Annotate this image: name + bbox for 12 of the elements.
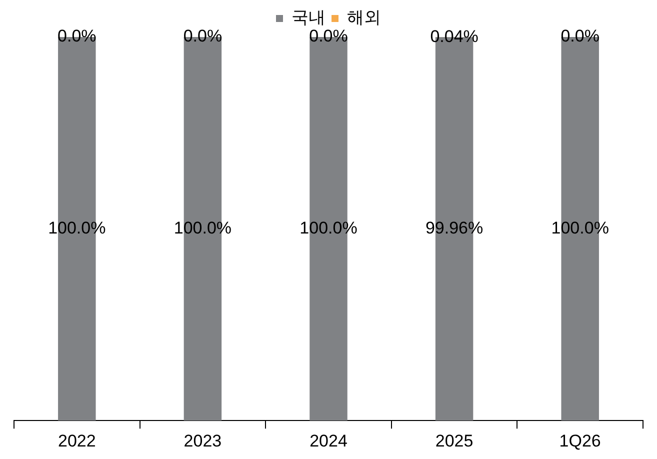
data-label: 0.0% xyxy=(183,26,222,46)
data-label: 0.0% xyxy=(58,26,96,46)
x-tick-label: 2024 xyxy=(310,431,348,450)
data-label: 0.0% xyxy=(309,26,348,46)
x-tick-label: 2025 xyxy=(435,431,474,450)
x-tick-label: 1Q26 xyxy=(559,431,601,450)
data-label: 0.0% xyxy=(560,26,600,46)
legend-label: 국내 xyxy=(292,8,326,28)
x-tick-label: 2022 xyxy=(58,431,96,450)
data-label: 0.04% xyxy=(430,26,478,46)
legend-label: 해외 xyxy=(347,8,381,28)
x-tick-label: 2023 xyxy=(184,431,222,450)
